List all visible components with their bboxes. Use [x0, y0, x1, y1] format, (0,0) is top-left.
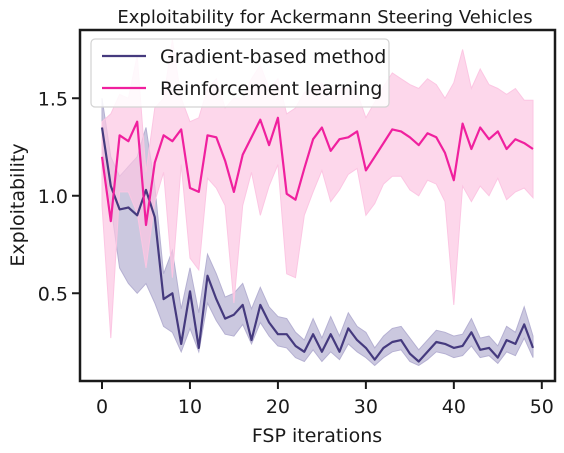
x-tick-label: 30 [354, 396, 378, 418]
y-axis-label: Exploitability [7, 143, 29, 266]
x-tick-label: 10 [178, 396, 202, 418]
legend-box [90, 38, 390, 108]
line-rl [100, 116, 534, 227]
y-tick-label: 1.0 [38, 186, 68, 208]
y-tick-label: 1.5 [38, 88, 68, 110]
legend-label-gradient: Gradient-based method [160, 46, 386, 68]
band-gradient [101, 98, 534, 367]
series-lines [100, 116, 535, 363]
line-gradient [100, 127, 535, 363]
y-axis-ticks: 0.5 1.0 1.5 [38, 88, 80, 305]
x-tick-label: 50 [530, 396, 554, 418]
legend-label-rl: Reinforcement learning [160, 78, 382, 100]
legend: Gradient-based method Reinforcement lear… [90, 38, 390, 108]
x-axis-label: FSP iterations [252, 425, 382, 447]
x-tick-label: 0 [96, 396, 108, 418]
plot-frame [78, 28, 557, 383]
chart-title: Exploitability for Ackermann Steering Ve… [117, 7, 532, 28]
x-axis-ticks: 0 10 20 30 40 50 [96, 381, 554, 418]
x-tick-label: 20 [266, 396, 290, 418]
x-tick-label: 40 [442, 396, 466, 418]
y-tick-label: 0.5 [38, 283, 68, 305]
